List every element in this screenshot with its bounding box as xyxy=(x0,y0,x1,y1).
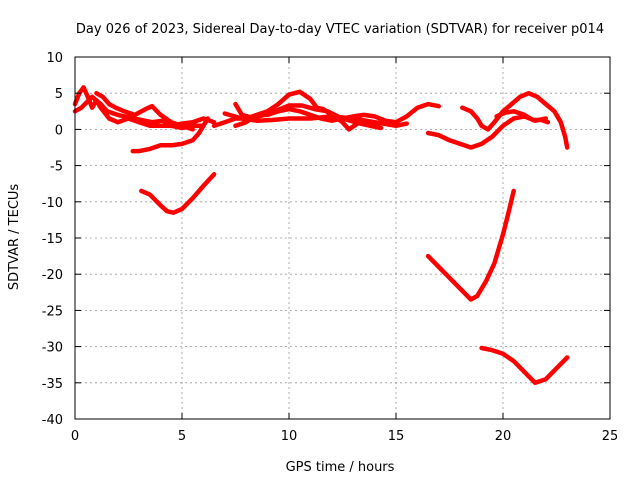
series-arc-12 xyxy=(494,109,551,125)
x-axis-label: GPS time / hours xyxy=(286,460,395,475)
x-tick-label: 25 xyxy=(602,429,619,444)
y-tick-label: -35 xyxy=(42,377,63,392)
series-arc-3 xyxy=(94,90,195,132)
y-tick-label: -30 xyxy=(42,341,63,356)
y-tick-label: 5 xyxy=(55,87,63,102)
chart-title: Day 026 of 2023, Sidereal Day-to-day VTE… xyxy=(76,22,604,37)
y-axis-label: SDTVAR / TECUs xyxy=(7,184,22,291)
axis-ticks: 0 5 10 15 20 25 -40 -35 -30 -25 -20 -15 -10 -5 0 5 10 xyxy=(42,51,619,444)
series-arc-11 xyxy=(460,90,570,150)
y-tick-label: -10 xyxy=(42,196,63,211)
y-tick-label: 0 xyxy=(55,123,63,138)
y-tick-label: -20 xyxy=(42,268,63,283)
x-tick-label: 10 xyxy=(281,429,298,444)
x-tick-label: 15 xyxy=(388,429,405,444)
series-arc-1 xyxy=(72,85,217,129)
series-arc-8 xyxy=(222,111,409,129)
series-arc-14 xyxy=(479,345,570,386)
y-tick-label: -40 xyxy=(42,413,63,428)
y-tick-label: 10 xyxy=(46,51,63,66)
x-tick-label: 0 xyxy=(71,429,79,444)
series-arc-5 xyxy=(139,172,217,215)
y-tick-label: -15 xyxy=(42,232,63,247)
series-arc-13 xyxy=(425,188,516,302)
x-tick-label: 5 xyxy=(178,429,186,444)
series-arc-4 xyxy=(130,116,210,154)
y-tick-label: -5 xyxy=(50,160,63,175)
series-arc-9 xyxy=(233,101,384,131)
x-tick-label: 20 xyxy=(495,429,512,444)
series-arc-2 xyxy=(72,94,206,131)
y-tick-label: -25 xyxy=(42,304,63,319)
grid xyxy=(75,57,610,419)
data-series xyxy=(72,85,570,386)
series-arc-10 xyxy=(425,114,549,150)
